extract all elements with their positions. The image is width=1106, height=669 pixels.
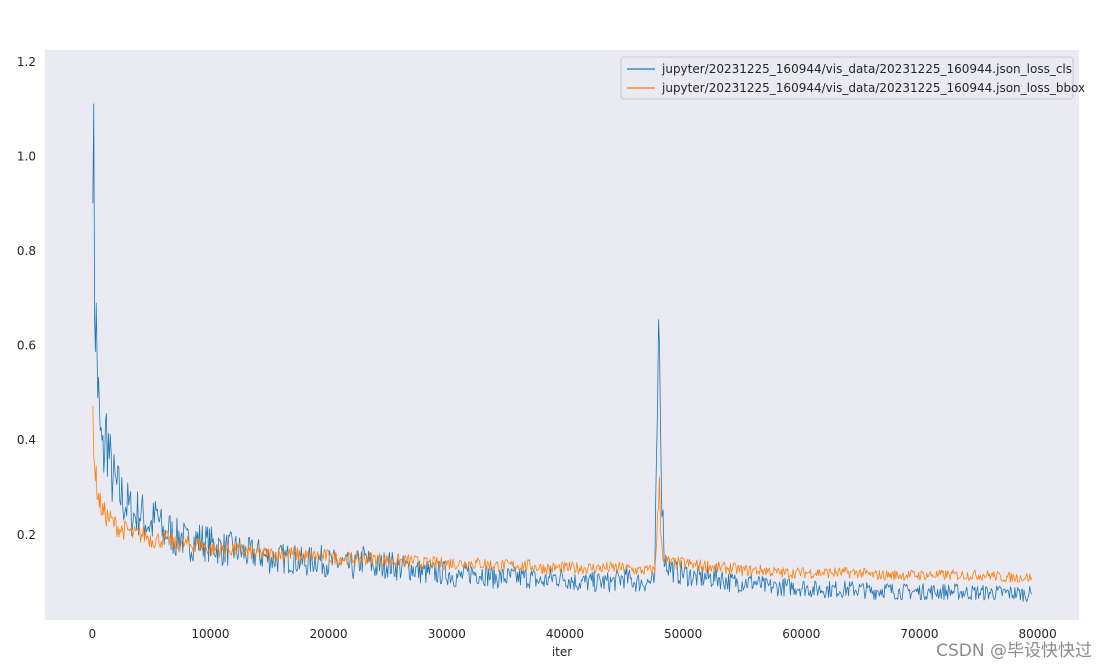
x-tick-label: 70000 [900, 627, 938, 641]
y-axis-ticks: 0.2 0.4 0.6 0.8 1.0 1.2 [17, 55, 36, 542]
x-axis-label: iter [552, 645, 572, 659]
legend-entry-loss-cls: jupyter/20231225_160944/vis_data/2023122… [661, 62, 1072, 76]
series-layer [92, 103, 1033, 603]
y-tick-label: 1.2 [17, 55, 36, 69]
legend-entry-loss-bbox: jupyter/20231225_160944/vis_data/2023122… [661, 81, 1085, 95]
y-tick-label: 0.2 [17, 528, 36, 542]
x-tick-label: 40000 [546, 627, 584, 641]
x-tick-label: 30000 [428, 627, 466, 641]
x-tick-label: 60000 [782, 627, 820, 641]
x-tick-label: 80000 [1019, 627, 1057, 641]
x-tick-label: 50000 [664, 627, 702, 641]
plot-area [45, 50, 1079, 620]
watermark: CSDN @毕设快快过 [936, 641, 1092, 661]
series-line-loss-cls [92, 103, 1033, 603]
series-line-loss-bbox [92, 406, 1033, 583]
legend: jupyter/20231225_160944/vis_data/2023122… [620, 56, 1085, 100]
y-tick-label: 0.6 [17, 339, 36, 353]
legend-box [620, 56, 1074, 100]
x-tick-label: 10000 [191, 627, 229, 641]
y-tick-label: 0.8 [17, 244, 36, 258]
x-tick-label: 0 [88, 627, 96, 641]
x-tick-label: 20000 [310, 627, 348, 641]
x-axis-ticks: 0 10000 20000 30000 40000 50000 60000 70000 8000… [88, 627, 1056, 641]
y-tick-label: 0.4 [17, 433, 36, 447]
y-tick-label: 1.0 [17, 149, 36, 163]
